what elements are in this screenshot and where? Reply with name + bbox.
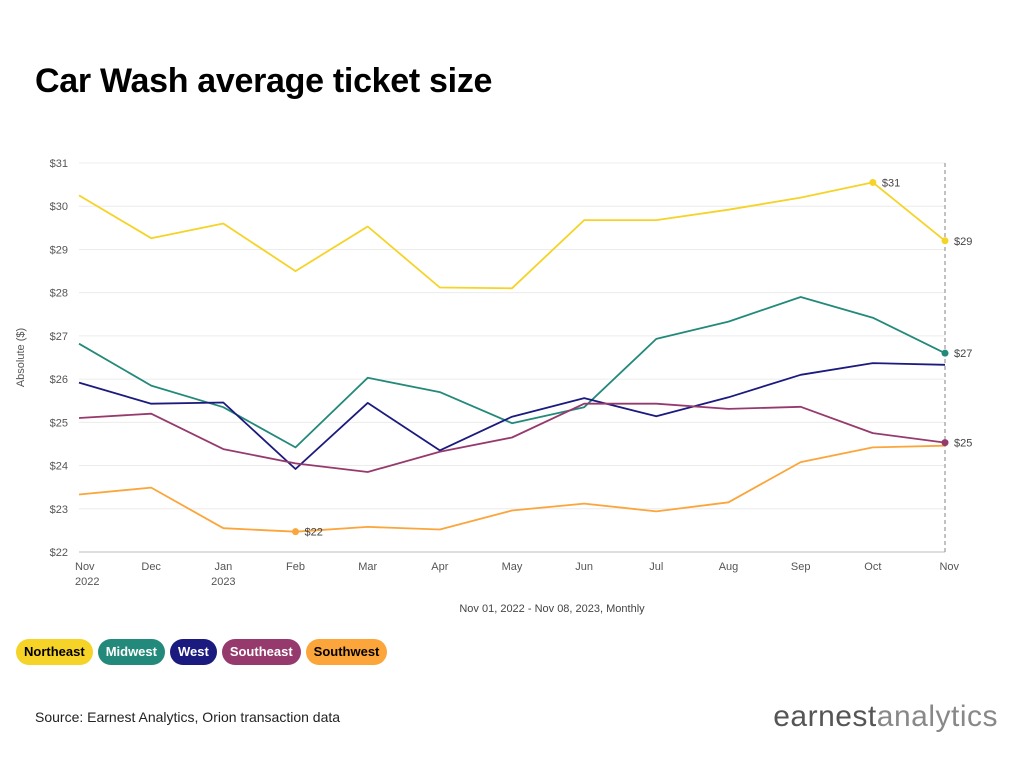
y-tick-label: $30 <box>50 201 68 213</box>
y-tick-label: $28 <box>50 288 68 300</box>
series-line-northeast <box>78 181 946 290</box>
y-tick-label: $23 <box>50 504 68 516</box>
x-axis-label: Nov 01, 2022 - Nov 08, 2023, Monthly <box>459 603 645 615</box>
data-point-marker <box>292 528 299 536</box>
x-tick-label: Aug <box>719 561 739 573</box>
x-tick-label: Jun <box>575 561 593 573</box>
y-tick-label: $29 <box>50 244 68 256</box>
data-point-marker <box>941 349 949 357</box>
x-tick-label: Sep <box>791 561 811 573</box>
series-line-west <box>78 362 946 470</box>
y-tick-label: $22 <box>50 547 68 559</box>
x-tick-label: Mar <box>358 561 377 573</box>
x-tick-label: Dec <box>141 561 161 573</box>
y-tick-label: $27 <box>50 331 68 343</box>
y-tick-label: $26 <box>50 374 68 386</box>
x-tick-label: Feb <box>286 561 305 573</box>
x-tick-label: Jul <box>649 561 663 573</box>
earnest-analytics-logo: earnestanalytics <box>773 700 998 734</box>
x-tick-year: 2023 <box>211 576 235 588</box>
source-note: Source: Earnest Analytics, Orion transac… <box>35 709 341 725</box>
line-chart: $22 $23 $24 $25 $26 $27 $28 $29 $30 $31 Nov 2022 Dec… <box>15 158 972 615</box>
x-tick-year: 2022 <box>75 576 99 588</box>
legend-item-southwest[interactable]: Southwest <box>305 639 388 665</box>
series-line-midwest <box>78 296 946 449</box>
legend-item-west[interactable]: West <box>169 639 217 665</box>
x-tick-label: Jan <box>214 561 232 573</box>
y-tick-label: $24 <box>50 461 68 473</box>
series-line-southeast <box>78 402 946 473</box>
x-tick-label: May <box>502 561 523 573</box>
chart-title: Car Wash average ticket size <box>35 62 493 100</box>
legend-item-northeast[interactable]: Northeast <box>16 639 93 665</box>
x-tick-label: Apr <box>431 561 448 573</box>
legend-item-midwest[interactable]: Midwest <box>97 639 165 665</box>
series-line-southwest <box>78 444 946 533</box>
data-point-marker <box>941 237 949 245</box>
y-tick-label: $31 <box>50 158 68 170</box>
data-label: $22 <box>305 527 323 539</box>
y-tick-label: $25 <box>50 417 68 429</box>
x-tick-label: Nov <box>75 561 95 573</box>
data-point-marker <box>941 439 949 447</box>
x-tick-label: Nov <box>939 561 959 573</box>
logo-word-earnest: earnest <box>773 700 877 733</box>
data-label: $25 <box>954 438 972 450</box>
data-label: $27 <box>954 348 972 360</box>
y-axis-label: Absolute ($) <box>15 328 27 387</box>
data-point-marker <box>869 178 877 186</box>
legend: Northeast Midwest West Southeast Southwest <box>16 639 388 665</box>
x-tick-label: Oct <box>864 561 881 573</box>
data-label: $31 <box>882 177 900 189</box>
data-label: $29 <box>954 236 972 248</box>
logo-word-analytics: analytics <box>876 700 998 733</box>
legend-item-southeast[interactable]: Southeast <box>221 639 301 665</box>
